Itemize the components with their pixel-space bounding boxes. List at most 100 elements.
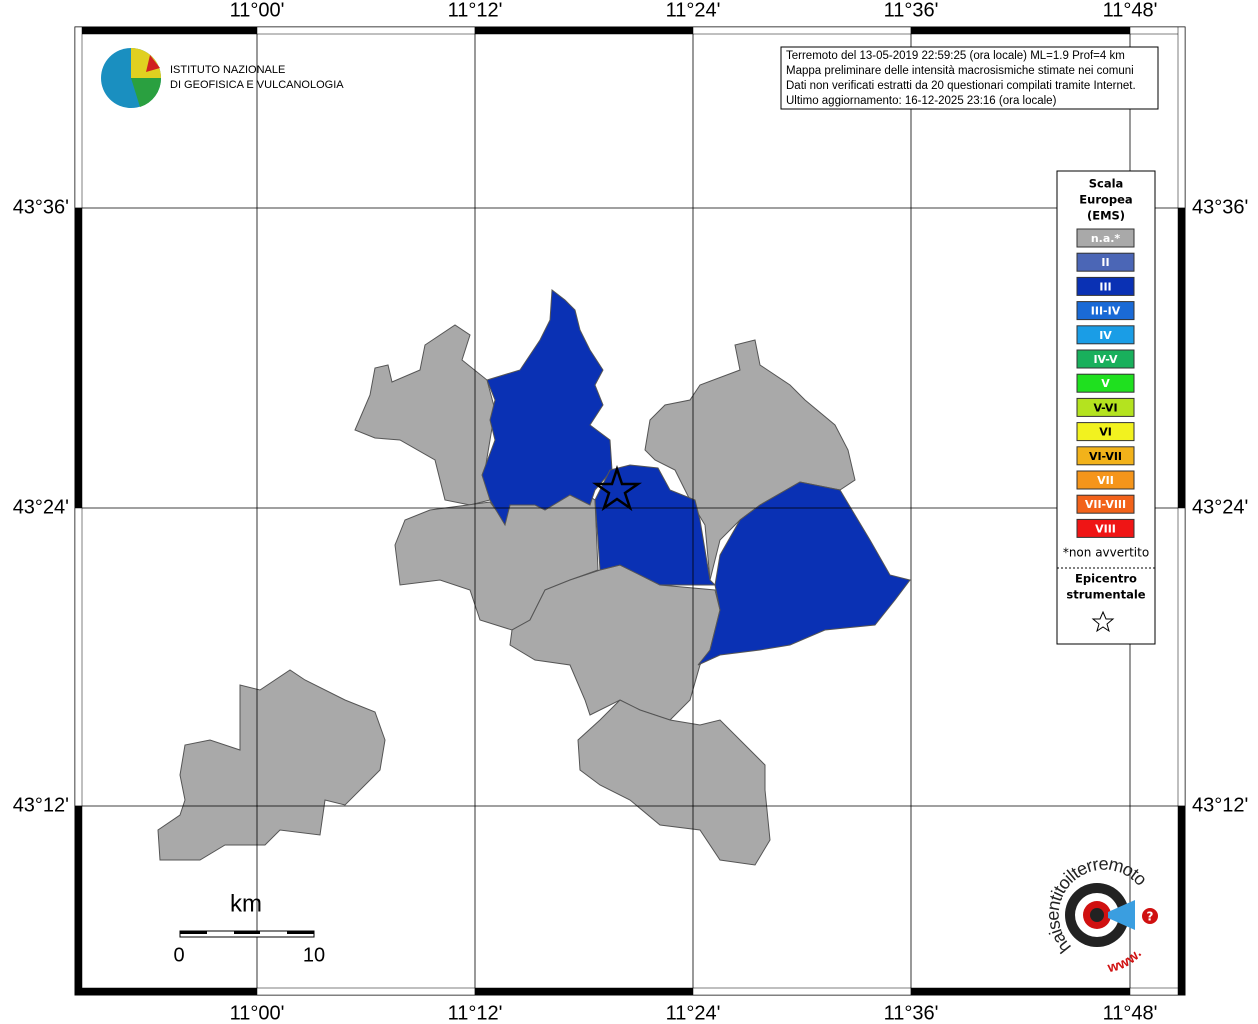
legend-title: Europea	[1079, 193, 1132, 207]
frame-band	[910, 987, 1131, 996]
legend-label: VII-VIII	[1085, 498, 1126, 511]
region	[644, 339, 856, 581]
logo-mark: ?	[1147, 910, 1154, 924]
legend-note: *non avvertito	[1063, 546, 1149, 560]
info-line: Ultimo aggiornamento: 16-12-2025 23:16 (…	[786, 95, 1057, 107]
legend-swatch	[1076, 325, 1135, 345]
epicenter-star	[591, 465, 643, 512]
lon-label: 11°00'	[230, 0, 285, 21]
lon-label: 11°36'	[884, 0, 939, 21]
lon-label: 11°12'	[448, 0, 503, 21]
scale-bar-seg	[180, 931, 207, 934]
legend-label: V	[1101, 377, 1110, 390]
frame-band	[74, 805, 83, 996]
frame-band	[256, 987, 476, 996]
info-line: Terremoto del 13-05-2019 22:59:25 (ora l…	[786, 50, 1125, 62]
legend-swatch	[1076, 446, 1135, 466]
info-box	[780, 46, 1159, 110]
legend-label: IV	[1099, 329, 1112, 342]
logo-part	[131, 78, 162, 107]
scale-max: 10	[303, 944, 325, 966]
legend-label: IV-V	[1093, 353, 1118, 366]
legend-swatch	[1076, 252, 1135, 272]
legend-title: Scala	[1089, 177, 1124, 191]
legend-swatch	[1076, 397, 1135, 417]
lon-label: 11°00'	[230, 1002, 285, 1024]
frame-band	[74, 26, 258, 35]
frame-band	[256, 26, 476, 35]
frame-band	[1177, 805, 1186, 996]
legend-title: (EMS)	[1087, 209, 1125, 223]
scale-bar-seg	[287, 931, 314, 934]
lon-label: 11°12'	[448, 1002, 503, 1024]
region	[481, 289, 613, 527]
frame-band	[74, 507, 83, 807]
info-line: Dati non verificati estratti da 20 quest…	[786, 80, 1136, 92]
legend-label: VI	[1099, 426, 1112, 439]
legend-swatch	[1076, 494, 1135, 514]
legend-label: VII	[1097, 474, 1114, 487]
lat-label: 43°24'	[13, 496, 69, 518]
frame-band	[474, 987, 694, 996]
legend-label: III-IV	[1091, 305, 1121, 318]
region	[394, 489, 599, 631]
legend-swatch	[1076, 518, 1135, 538]
logo-part	[146, 55, 160, 72]
legend-label: n.a.*	[1091, 232, 1121, 245]
logo-target	[1090, 908, 1104, 922]
logo-mark-bg	[1142, 908, 1158, 924]
legend-label: V-VI	[1093, 401, 1117, 414]
logo-text: DI GEOFISICA E VULCANOLOGIA	[170, 79, 344, 91]
frame-band	[74, 987, 258, 996]
lat-label: 43°24'	[1192, 496, 1248, 518]
lon-label: 11°36'	[884, 1002, 939, 1024]
legend-swatch	[1076, 422, 1135, 442]
scale-unit: km	[230, 890, 262, 917]
legend-swatch	[1076, 349, 1135, 369]
lon-label: 11°24'	[666, 0, 721, 21]
frame-band	[1177, 207, 1186, 509]
info-line: Mappa preliminare delle intensità macros…	[786, 65, 1134, 77]
legend-epicenter: strumentale	[1066, 588, 1145, 602]
legend-swatch	[1076, 301, 1135, 321]
scale-min: 0	[173, 944, 184, 966]
frame-band	[1129, 987, 1186, 996]
logo-wave	[1108, 900, 1135, 930]
lat-label: 43°12'	[13, 794, 69, 816]
frame-band	[74, 26, 83, 209]
frame-band	[1177, 26, 1186, 209]
frame-band	[1129, 26, 1186, 35]
legend-swatch	[1076, 228, 1135, 248]
region	[157, 669, 386, 861]
frame-band	[692, 987, 912, 996]
scale-bar: km 0 10	[173, 890, 325, 966]
scale-bar-seg	[234, 931, 260, 934]
lon-label: 11°24'	[666, 1002, 721, 1024]
legend-swatch	[1076, 373, 1135, 393]
legend-label: III	[1099, 280, 1111, 293]
legend-epicenter: Epicentro	[1075, 572, 1137, 586]
lat-label: 43°36'	[13, 196, 69, 218]
lat-label: 43°36'	[1192, 196, 1248, 218]
region	[697, 481, 911, 666]
legend-label: VIII	[1095, 522, 1116, 535]
legend-swatch	[1076, 470, 1135, 490]
regions	[157, 289, 911, 866]
legend-label: II	[1101, 256, 1109, 269]
lon-label: 11°48'	[1103, 1002, 1158, 1024]
legend-label: VI-VII	[1089, 450, 1122, 463]
frame-band	[474, 26, 694, 35]
logo-part	[131, 48, 161, 78]
lon-label: 11°48'	[1103, 0, 1158, 21]
frame-band	[910, 26, 1131, 35]
legend-star	[1091, 610, 1115, 633]
region	[577, 699, 771, 866]
lat-label: 43°12'	[1192, 794, 1248, 816]
frame-band	[692, 26, 912, 35]
logo-text: ISTITUTO NAZIONALE	[170, 64, 285, 76]
frame-band	[74, 207, 83, 509]
ingv-logo: ISTITUTO NAZIONALE DI GEOFISICA E VULCAN…	[101, 48, 344, 108]
legend-swatch	[1076, 276, 1135, 296]
frame-band	[1177, 507, 1186, 807]
